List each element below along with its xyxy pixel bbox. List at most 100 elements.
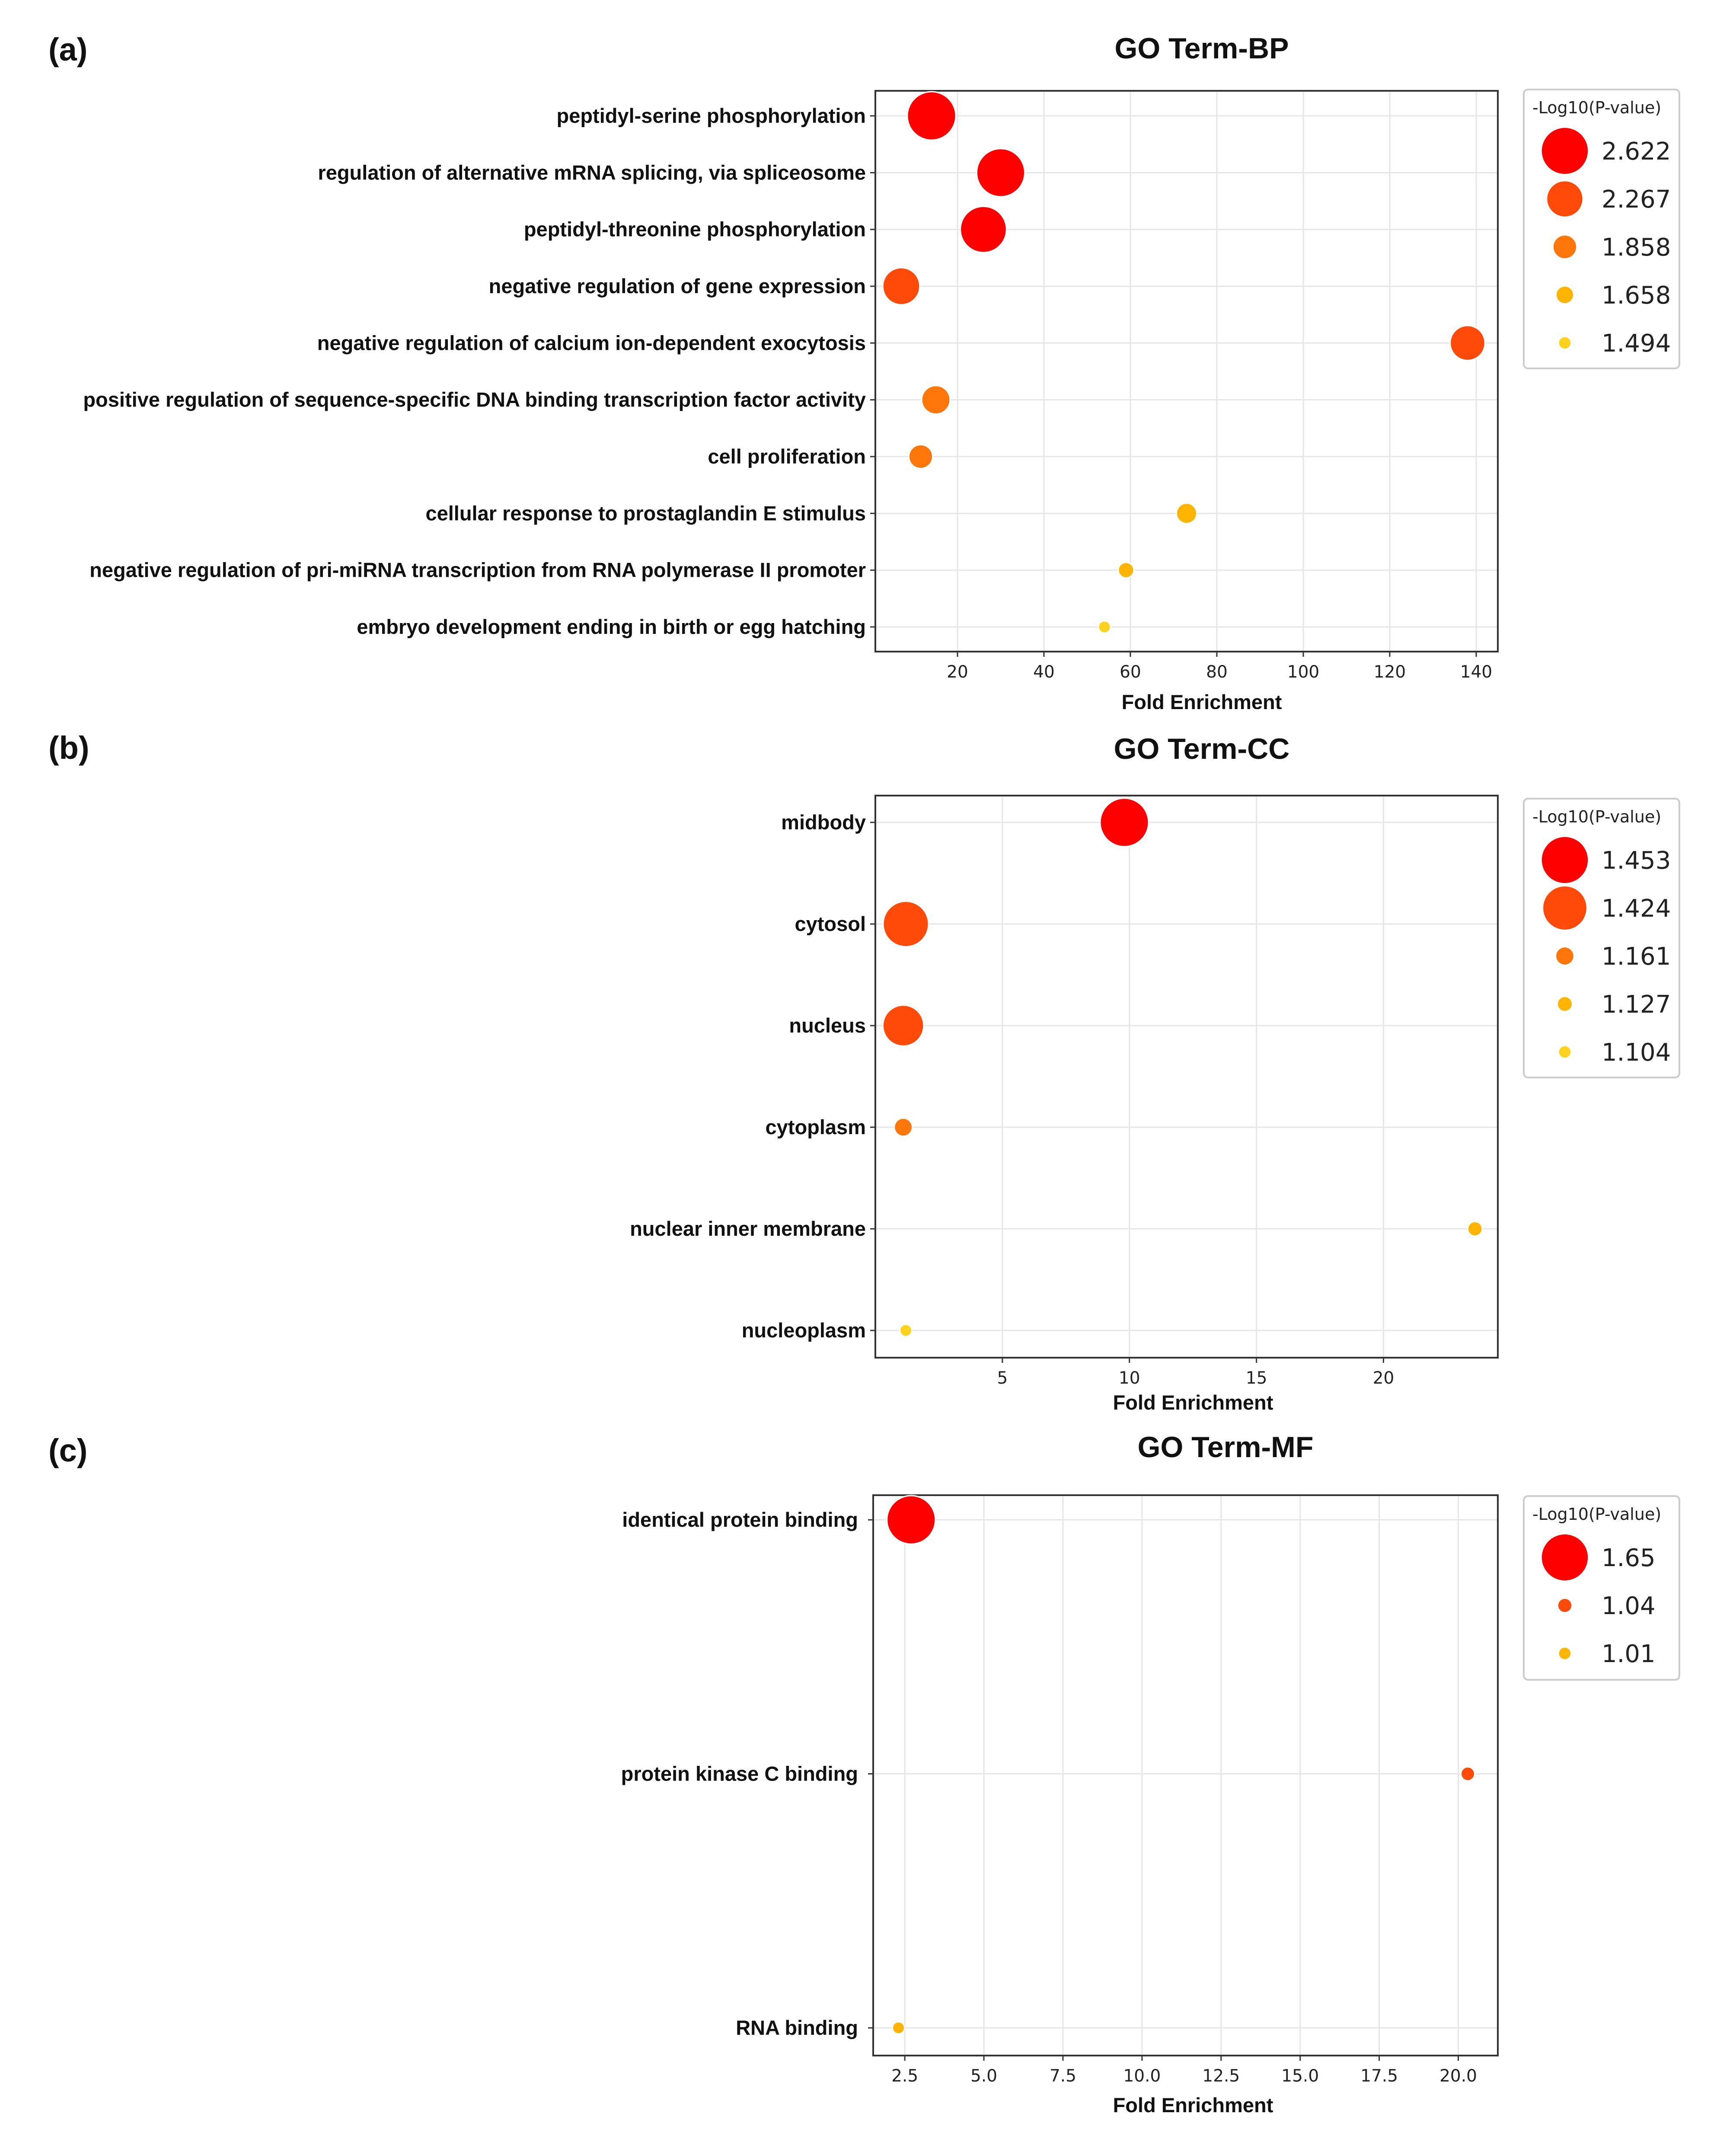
plot-frame	[874, 90, 1499, 652]
legend-marker	[1553, 235, 1576, 259]
category-label: protein kinase C binding	[621, 1762, 858, 1785]
legend-value: 1.658	[1602, 281, 1671, 310]
x-tick-label: 20	[1373, 1368, 1395, 1388]
x-tick-label: 15.0	[1281, 2066, 1319, 2086]
legend-value: 2.622	[1602, 137, 1671, 166]
data-point	[976, 148, 1026, 198]
legend-marker	[1543, 886, 1586, 930]
plot-frame	[872, 1494, 1499, 2056]
x-tick-label: 12.5	[1202, 2066, 1240, 2086]
legend-marker	[1547, 181, 1583, 217]
plot-frame	[874, 795, 1499, 1359]
category-label: positive regulation of sequence-specific…	[83, 388, 866, 411]
plot-area	[875, 796, 1498, 1358]
legend-value: 1.453	[1602, 847, 1671, 875]
legend-value: 1.104	[1602, 1039, 1671, 1067]
data-point	[1467, 1221, 1483, 1237]
data-point	[1098, 620, 1111, 634]
legend-title: -Log10(P-value)	[1532, 98, 1661, 117]
panel-bp: (a) GO Term-BP 20 40 60 80 100 120 140 Fold Enric…	[0, 0, 1736, 709]
category-label: negative regulation of calcium ion-depen…	[317, 331, 866, 354]
legend-marker	[1541, 1534, 1588, 1581]
data-point	[960, 205, 1007, 253]
data-point	[1449, 325, 1486, 361]
data-point	[882, 1004, 925, 1047]
legend-marker	[1559, 1647, 1571, 1659]
data-point	[1117, 562, 1135, 579]
category-label: identical protein binding	[622, 1508, 858, 1531]
x-tick-label: 2.5	[891, 2066, 918, 2086]
data-point	[899, 1324, 913, 1337]
legend-title: -Log10(P-value)	[1532, 807, 1661, 826]
chart-title: GO Term-MF	[1138, 1431, 1314, 1464]
chart-svg: (b) GO Term-CC 5 10 15 20 Fold Enrichment midbo…	[48, 730, 1680, 1414]
legend-marker	[1556, 286, 1573, 304]
legend-title: -Log10(P-value)	[1532, 1505, 1661, 1524]
legend-value: 1.424	[1602, 895, 1671, 923]
category-label: embryo development ending in birth or eg…	[357, 615, 866, 638]
data-point	[908, 444, 934, 470]
legend-value: 2.267	[1602, 185, 1671, 214]
category-label: nucleoplasm	[742, 1319, 866, 1342]
legend-value: 1.161	[1602, 943, 1671, 971]
x-tick-label: 7.5	[1050, 2066, 1076, 2086]
legend-value: 1.04	[1602, 1592, 1656, 1620]
category-label: peptidyl-threonine phosphorylation	[524, 218, 866, 241]
category-label: negative regulation of pri-miRNA transcr…	[89, 559, 866, 582]
legend-marker	[1558, 1599, 1572, 1612]
x-tick-label: 140	[1460, 662, 1492, 682]
x-tick-label: 80	[1206, 662, 1228, 682]
data-point	[1099, 797, 1149, 847]
plot-area	[873, 1495, 1498, 2056]
chart-title: GO Term-BP	[1114, 32, 1289, 65]
plot-area	[875, 91, 1498, 652]
category-label: cellular response to prostaglandin E sti…	[425, 502, 866, 524]
panel-cc: (b) GO Term-CC 5 10 15 20 Fold Enrichment midbo…	[0, 709, 1736, 1418]
data-point	[892, 2021, 906, 2035]
category-label: nuclear inner membrane	[630, 1217, 866, 1240]
x-tick-label: 20.0	[1439, 2066, 1477, 2086]
category-label: RNA binding	[736, 2016, 858, 2039]
panel-mf: (c) GO Term-MF 2.5 5.0 7.5 10.0 12.5 15.0 17.5 20…	[0, 1418, 1736, 2127]
legend-box	[1523, 89, 1680, 369]
legend-marker	[1556, 947, 1573, 965]
x-tick-label: 60	[1120, 662, 1141, 682]
data-point	[1175, 502, 1198, 524]
panel-label: (b)	[48, 730, 89, 766]
category-label: negative regulation of gene expression	[489, 275, 866, 297]
x-tick-label: 120	[1374, 662, 1406, 682]
panel-label: (c)	[48, 1432, 87, 1468]
data-point	[906, 91, 957, 141]
category-label: regulation of alternative mRNA splicing,…	[318, 161, 866, 184]
data-point	[882, 267, 921, 306]
category-label: cell proliferation	[708, 445, 866, 468]
data-point	[1460, 1766, 1475, 1781]
legend-marker	[1559, 1046, 1571, 1058]
x-axis-label: Fold Enrichment	[1113, 2094, 1273, 2117]
panel-label: (a)	[48, 32, 87, 67]
chart-title: GO Term-CC	[1114, 732, 1290, 765]
legend-marker	[1558, 997, 1572, 1011]
legend-value: 1.01	[1602, 1640, 1656, 1668]
legend-box	[1523, 798, 1680, 1078]
legend-value: 1.858	[1602, 233, 1671, 262]
x-tick-label: 10.0	[1123, 2066, 1161, 2086]
data-point	[882, 900, 929, 948]
legend-marker	[1541, 837, 1588, 883]
category-label: cytosol	[795, 912, 866, 935]
chart-svg: (a) GO Term-BP 20 40 60 80 100 120 140 Fold Enric…	[48, 32, 1680, 709]
chart-svg: (c) GO Term-MF 2.5 5.0 7.5 10.0 12.5 15.0 17.5 20…	[48, 1431, 1680, 2117]
category-label: peptidyl-serine phosphorylation	[556, 104, 866, 127]
legend-value: 1.127	[1602, 991, 1671, 1019]
x-tick-label: 5.0	[970, 2066, 997, 2086]
legend-value: 1.494	[1602, 329, 1671, 358]
x-axis-label: Fold Enrichment	[1113, 1391, 1273, 1414]
x-tick-label: 5	[997, 1368, 1008, 1388]
x-tick-label: 100	[1287, 662, 1319, 682]
data-point	[921, 385, 951, 415]
x-tick-label: 17.5	[1360, 2066, 1398, 2086]
category-label: cytoplasm	[766, 1116, 866, 1138]
data-point	[886, 1495, 936, 1545]
x-tick-label: 40	[1033, 662, 1055, 682]
data-point	[894, 1117, 913, 1137]
